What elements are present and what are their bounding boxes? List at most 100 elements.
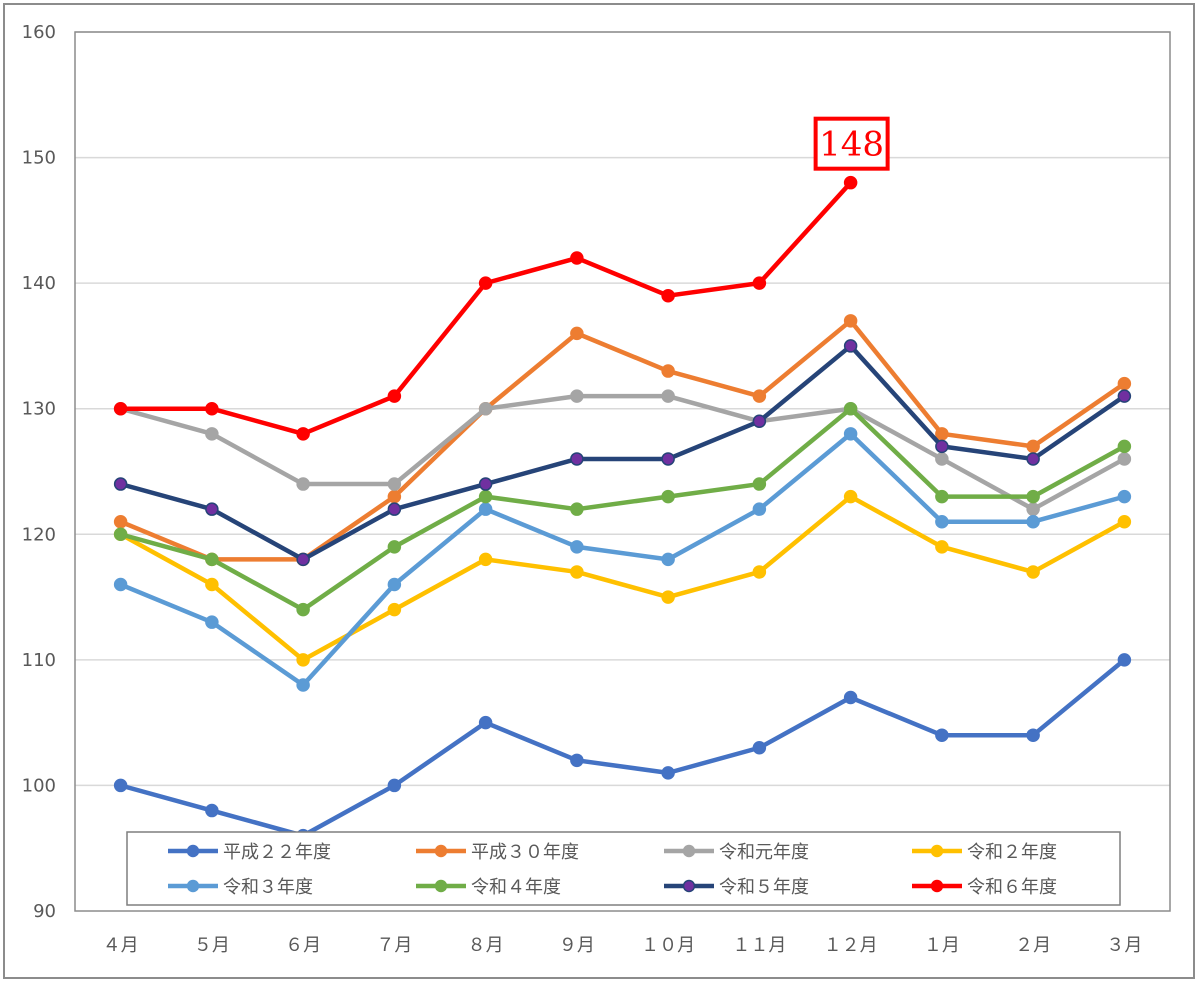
data-point — [570, 389, 584, 403]
legend-label: 令和５年度 — [719, 877, 809, 898]
data-point — [1117, 376, 1132, 391]
data-point — [205, 552, 219, 567]
x-tick-label: ７月 — [376, 935, 412, 956]
data-point — [205, 502, 219, 516]
data-point — [661, 364, 675, 378]
series-5 — [113, 427, 1132, 692]
data-point — [113, 577, 128, 592]
data-point — [935, 728, 949, 742]
legend-swatch-marker — [682, 879, 696, 893]
y-tick-label: 90 — [33, 901, 56, 922]
x-tick-label: １１月 — [732, 935, 786, 956]
x-tick-label: ３月 — [1106, 935, 1142, 956]
data-point — [1026, 728, 1040, 742]
callout-label: 148 — [819, 125, 884, 165]
legend-swatch-marker — [434, 879, 448, 893]
data-point — [935, 540, 949, 554]
data-point — [113, 477, 128, 491]
legend-item: 令和５年度 — [664, 877, 809, 898]
data-point — [113, 778, 128, 793]
data-point — [752, 414, 767, 429]
data-point — [1026, 565, 1040, 579]
data-point — [843, 690, 858, 705]
data-point — [478, 477, 493, 491]
x-tick-label: ９月 — [559, 935, 595, 956]
data-point — [478, 502, 493, 516]
legend-swatch-marker — [186, 844, 200, 858]
data-point — [387, 577, 402, 592]
data-point — [387, 602, 402, 617]
legend-item: 令和３年度 — [168, 877, 313, 898]
legend-item: 令和元年度 — [664, 842, 809, 863]
data-point — [387, 477, 402, 491]
data-point — [843, 427, 858, 441]
data-point — [296, 653, 310, 667]
data-point — [296, 602, 310, 617]
data-point — [205, 803, 219, 818]
legend-label: 平成２２年度 — [223, 842, 331, 863]
series-line — [118, 318, 1127, 562]
legend-item: 平成３０年度 — [416, 842, 579, 863]
y-tick-label: 110 — [22, 650, 56, 671]
legend-swatch-marker — [682, 844, 696, 858]
data-point — [478, 276, 493, 290]
data-point — [296, 552, 310, 567]
y-tick-label: 130 — [22, 399, 56, 420]
plot-area-border — [74, 31, 1171, 912]
data-point — [1117, 653, 1132, 667]
series-line — [118, 393, 1127, 512]
x-tick-label: １２月 — [824, 935, 878, 956]
series-line — [118, 431, 1127, 688]
data-point — [478, 489, 493, 504]
y-tick-label: 120 — [22, 524, 56, 545]
data-point — [1117, 389, 1132, 403]
data-point — [387, 502, 402, 516]
data-point — [1026, 502, 1040, 516]
data-point — [1117, 439, 1132, 454]
data-point — [843, 314, 858, 328]
series-2 — [113, 314, 1132, 567]
x-tick-label: １月 — [924, 935, 960, 956]
data-point — [752, 565, 767, 579]
data-point — [843, 401, 858, 416]
legend-label: 令和２年度 — [967, 842, 1057, 863]
data-point — [1117, 489, 1132, 504]
data-point — [1026, 489, 1040, 504]
callout-box — [813, 116, 890, 171]
data-point — [205, 427, 219, 441]
data-point — [935, 452, 949, 466]
data-point — [661, 288, 675, 303]
data-point — [570, 565, 584, 579]
legend-swatch-marker — [930, 844, 944, 858]
data-point — [113, 514, 128, 529]
data-point — [570, 502, 584, 516]
data-point — [387, 489, 402, 504]
data-point — [1026, 452, 1040, 466]
data-point — [1117, 452, 1132, 466]
x-tick-label: ８月 — [468, 935, 504, 956]
x-tick-label: １０月 — [641, 935, 695, 956]
series-line — [118, 180, 853, 437]
legend-box — [126, 831, 1121, 906]
legend-item: 令和２年度 — [912, 842, 1057, 863]
data-point — [570, 753, 584, 768]
data-point — [478, 401, 493, 416]
data-point — [752, 502, 767, 516]
legend-label: 令和６年度 — [967, 877, 1057, 898]
data-point — [661, 489, 675, 504]
legend-item: 令和４年度 — [416, 877, 561, 898]
data-point — [113, 401, 128, 416]
data-point — [478, 715, 493, 730]
legend-label: 令和３年度 — [223, 877, 313, 898]
series-6 — [113, 401, 1132, 617]
data-point — [661, 590, 675, 604]
data-point — [570, 540, 584, 554]
series-1 — [113, 653, 1132, 843]
series-line — [118, 343, 1127, 562]
data-point — [752, 477, 767, 491]
data-point — [661, 389, 675, 403]
series-line — [118, 406, 1127, 612]
legend-label: 令和元年度 — [719, 842, 809, 863]
series-8 — [113, 175, 858, 441]
